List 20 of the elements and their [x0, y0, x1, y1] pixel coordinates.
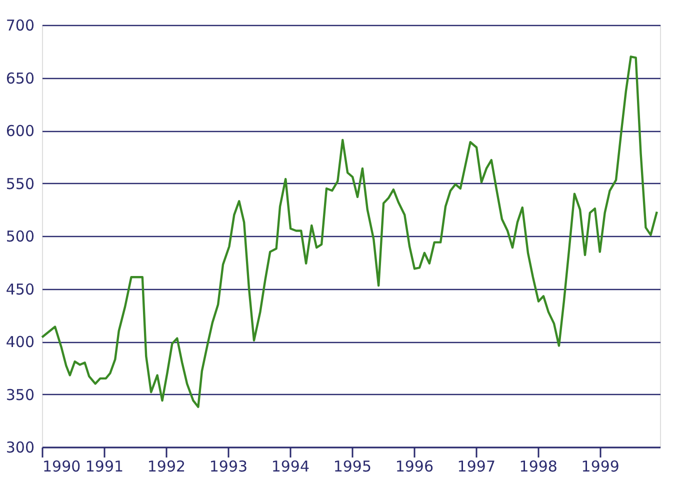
x-tick-label: 1998 — [519, 458, 558, 476]
x-tick-label: 1991 — [85, 458, 124, 476]
y-tick-label: 300 — [6, 438, 34, 456]
x-tick-label: 1992 — [147, 458, 186, 476]
x-tick-label: 1993 — [209, 458, 248, 476]
y-tick-label: 400 — [6, 333, 34, 351]
y-tick-label: 500 — [6, 228, 34, 246]
x-tick-label: 1996 — [395, 458, 434, 476]
y-tick-label: 600 — [6, 122, 34, 140]
line-series — [40, 56, 658, 408]
y-tick-label: 650 — [6, 69, 34, 88]
y-tick-label: 700 — [6, 16, 34, 34]
y-tick-label: 450 — [6, 280, 34, 298]
x-tick-label: 1997 — [457, 458, 496, 476]
x-tick-label: 1994 — [271, 458, 310, 476]
x-tick-label: 1999 — [581, 458, 620, 476]
y-tick-label: 550 — [6, 174, 34, 193]
y-tick-label: 350 — [6, 386, 34, 404]
x-tick-label: 1995 — [333, 458, 372, 476]
x-tick-label: 1990 — [42, 458, 81, 476]
